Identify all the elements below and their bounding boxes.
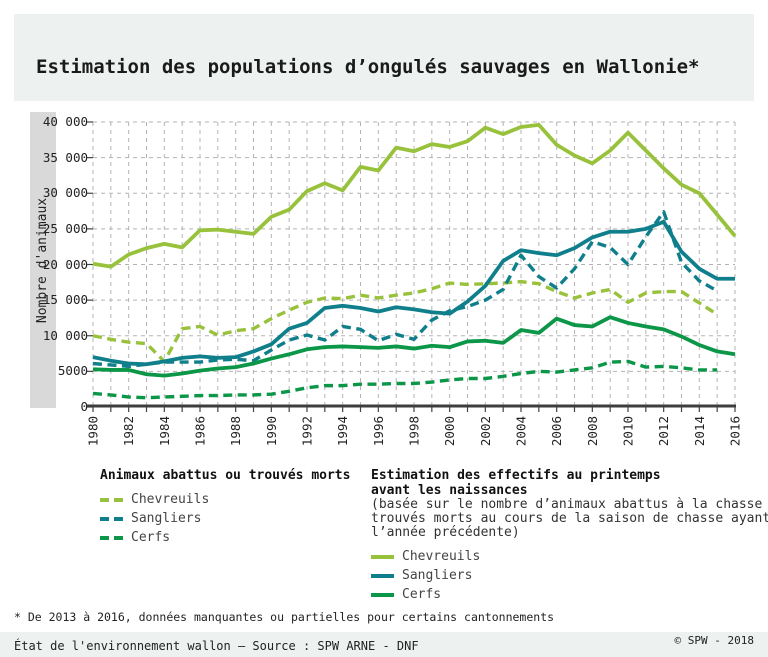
- footnote: * De 2013 à 2016, données manquantes ou …: [14, 610, 555, 624]
- series-sangliers-estimation: [92, 219, 735, 367]
- legend-abattus-title: Animaux abattus ou trouvés morts: [100, 468, 351, 483]
- y-axis-tick-label: 20 000: [42, 256, 88, 272]
- solid-line-swatch-icon: [371, 592, 394, 597]
- legend-item-sangliers-estimation: Sangliers: [371, 566, 765, 585]
- y-axis-tick-label: 40 000: [42, 114, 88, 129]
- plot-area: 1980 1982 1984 1986 1988 1990 1992 1994 1996 1998…: [86, 121, 743, 446]
- legend-abattus-items: Chevreuils Sangliers Cerfs: [100, 490, 350, 547]
- dashed-line-swatch-icon: [100, 516, 123, 521]
- legend-abattus: Animaux abattus ou trouvés morts Chevreu…: [100, 468, 350, 547]
- legend-item-cerfs-estimation: Cerfs: [371, 585, 765, 604]
- x-axis-tick-label: 2012: [656, 416, 671, 446]
- legend-estimation-note-line3: l’année précédente): [371, 525, 520, 540]
- x-axis-tick-label: 1998: [407, 416, 422, 446]
- footer-bar: État de l'environnement wallon – Source …: [0, 632, 768, 657]
- series-cerfs-estimation: [92, 315, 736, 378]
- legend-estimation-title-line1: Estimation des effectifs au printemps: [371, 468, 661, 483]
- x-axis-tick-label: 2004: [514, 416, 529, 446]
- y-axis-label-band: Nombre d'animaux: [30, 112, 56, 408]
- legend-estimation-items: Chevreuils Sangliers Cerfs: [371, 547, 765, 604]
- x-axis-tick-label: 2002: [478, 416, 493, 446]
- footer-copyright: © SPW - 2018: [674, 634, 754, 647]
- legend-item-label: Sangliers: [402, 568, 473, 583]
- legend-item-label: Sangliers: [131, 511, 202, 526]
- x-axis-tick-label: 1986: [193, 416, 208, 446]
- x-axis-tick-label: 1980: [86, 416, 101, 446]
- footer-source: État de l'environnement wallon – Source …: [14, 639, 419, 653]
- x-axis-tick-label: 2016: [728, 416, 743, 446]
- x-axis-tick-label: 1992: [300, 416, 315, 446]
- y-axis-tick-label: 0: [80, 399, 88, 414]
- x-axis-tick-label: 1990: [264, 416, 279, 446]
- series-chevreuils-estimation: [92, 122, 737, 269]
- x-axis-tick-label: 2010: [621, 416, 636, 446]
- solid-line-swatch-icon: [371, 554, 394, 559]
- legend-estimation-note-line2: trouvés morts au cours de la saison de c…: [371, 511, 768, 526]
- legend-item-label: Cerfs: [402, 587, 442, 602]
- page-title: Estimation des populations d’ongulés sau…: [36, 56, 700, 78]
- x-axis-tick-label: 1982: [121, 416, 136, 446]
- title-bar: Estimation des populations d’ongulés sau…: [14, 14, 754, 101]
- y-axis-tick-label: 10 000: [42, 327, 88, 343]
- y-axis-tick-label: 35 000: [42, 149, 88, 165]
- x-axis-tick-label: 1984: [157, 416, 172, 446]
- series-cerfs-abattus: [92, 359, 718, 400]
- x-axis-tick-label: 2006: [549, 416, 564, 446]
- y-axis-tick-label: 30 000: [42, 185, 88, 201]
- dashed-line-swatch-icon: [100, 535, 123, 540]
- x-axis-tick-label: 2008: [585, 416, 600, 446]
- legend-item-label: Chevreuils: [131, 492, 210, 507]
- x-axis-tick-label: 2014: [692, 416, 707, 446]
- legend-item-chevreuils-abattus: Chevreuils: [100, 490, 350, 509]
- x-axis-tick-label: 1994: [335, 416, 350, 446]
- legend-estimation-note-line1: (basée sur le nombre d’animaux abattus à…: [371, 497, 763, 512]
- solid-line-swatch-icon: [371, 573, 394, 578]
- legend-item-label: Cerfs: [131, 530, 171, 545]
- series-sangliers-abattus: [92, 210, 718, 369]
- y-axis-tick-label: 15 000: [42, 292, 88, 308]
- dashed-line-swatch-icon: [100, 497, 123, 502]
- y-axis-tick-label: 5000: [57, 363, 88, 379]
- legend-item-chevreuils-estimation: Chevreuils: [371, 547, 765, 566]
- x-axis-tick-label: 2000: [442, 416, 457, 446]
- legend-item-cerfs-abattus: Cerfs: [100, 528, 350, 547]
- x-axis-tick-label: 1996: [371, 416, 386, 446]
- legend-item-label: Chevreuils: [402, 549, 481, 564]
- legend-estimation-title-line2: avant les naissances: [371, 483, 528, 498]
- series-chevreuils-abattus: [92, 279, 719, 364]
- x-axis-tick-label: 1988: [228, 416, 243, 446]
- y-axis-tick-label: 25 000: [42, 220, 88, 236]
- legend-item-sangliers-abattus: Sangliers: [100, 509, 350, 528]
- legend-estimation: Estimation des effectifs au printemps av…: [371, 468, 768, 604]
